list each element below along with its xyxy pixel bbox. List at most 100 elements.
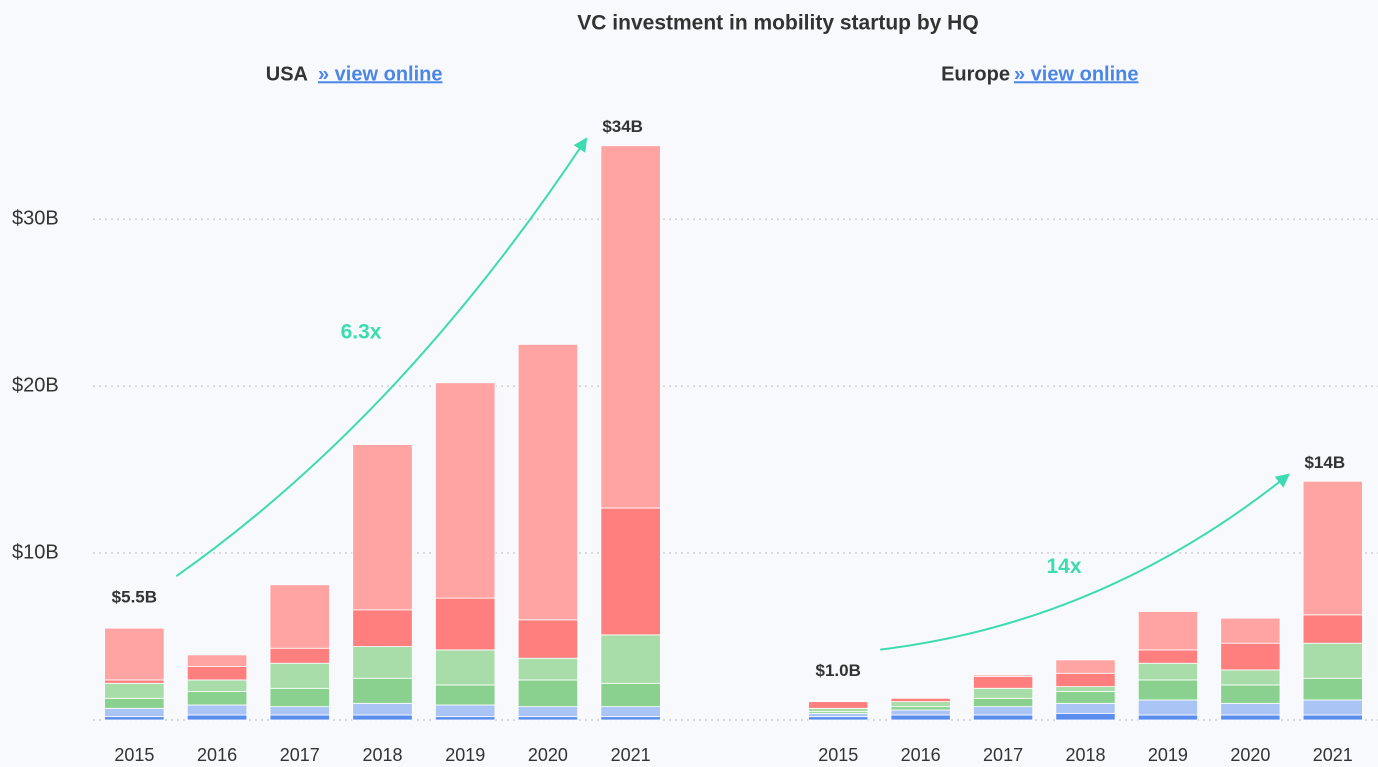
bar-segment <box>972 674 1034 677</box>
x-tick-label: 2021 <box>1313 745 1353 765</box>
bar-segment <box>352 702 413 716</box>
bar-segment <box>104 707 165 718</box>
bar-segment <box>517 679 579 708</box>
bar-segment <box>972 697 1034 708</box>
growth-label: 14x <box>1046 555 1081 578</box>
x-tick-label: 2015 <box>114 745 154 765</box>
bar-segment <box>269 662 330 689</box>
bar-segment <box>186 691 248 706</box>
bar-segment <box>186 704 248 716</box>
bar-segment <box>1137 679 1199 701</box>
bar-segment <box>1302 480 1363 616</box>
bar-segment <box>104 627 165 681</box>
x-tick-label: 2020 <box>1230 745 1270 765</box>
view-online-link[interactable]: » view online <box>1014 63 1138 85</box>
growth-arrow <box>175 137 588 577</box>
bar-segment <box>1302 714 1363 721</box>
bar-segment <box>517 619 579 659</box>
bar-segment <box>517 343 579 621</box>
view-online-link[interactable]: » view online <box>318 63 442 85</box>
bar-segment <box>104 716 165 721</box>
bar-segment <box>435 704 496 718</box>
bar-segment <box>104 679 165 684</box>
bar-segment <box>517 706 579 718</box>
bar-segment <box>517 657 579 681</box>
bar-segment <box>352 677 413 704</box>
x-tick-label: 2018 <box>362 745 402 765</box>
x-tick-label: 2017 <box>280 745 320 765</box>
bar-segment <box>269 687 330 708</box>
bar-segment <box>972 676 1034 689</box>
bar-segment <box>808 712 869 718</box>
growth-arrow <box>880 473 1290 651</box>
bar-segment <box>600 634 661 684</box>
bar-segment <box>104 697 165 709</box>
bar-segment <box>186 714 248 721</box>
x-tick-label: 2021 <box>611 745 651 765</box>
bar-segment <box>972 714 1034 721</box>
bar-segment <box>352 609 413 647</box>
bar-segment <box>1220 714 1281 721</box>
bar-segment <box>435 382 496 599</box>
bar-segment <box>890 701 951 708</box>
x-tick-label: 2015 <box>818 745 858 765</box>
bar-segment <box>890 709 951 716</box>
bar-segment <box>890 706 951 711</box>
x-tick-label: 2016 <box>901 745 941 765</box>
bar-segment <box>808 701 869 709</box>
end-total-label: $34B <box>602 117 643 136</box>
bar-segment <box>808 716 869 721</box>
bar-segment <box>1055 712 1116 721</box>
bar-segment <box>186 666 248 681</box>
bar-segment <box>600 682 661 708</box>
x-tick-label: 2016 <box>197 745 237 765</box>
y-tick-label: $10B <box>12 541 59 563</box>
start-total-label: $1.0B <box>816 661 861 680</box>
bar-segment <box>1137 714 1199 721</box>
bar-segment <box>1055 691 1116 704</box>
growth-label: 6.3x <box>341 320 382 343</box>
bar-segment <box>1220 669 1281 686</box>
bar-segment <box>808 707 869 713</box>
bar-segment <box>1055 702 1116 714</box>
bar-segment <box>1220 617 1281 644</box>
bar-segment <box>600 507 661 636</box>
subtitle: Europe <box>941 63 1010 85</box>
bar-segment <box>1220 702 1281 716</box>
x-tick-label: 2017 <box>983 745 1023 765</box>
bar-segment <box>890 714 951 721</box>
bar-segment <box>600 145 661 509</box>
bar-segment <box>1220 684 1281 704</box>
bar-segment <box>972 687 1034 699</box>
subtitle: USA <box>266 63 308 85</box>
bar-segment <box>269 584 330 649</box>
bar-segment <box>1137 699 1199 716</box>
bar-segment <box>1055 686 1116 693</box>
bar-segment <box>269 647 330 664</box>
bar-segment <box>1302 677 1363 701</box>
bar-segment <box>435 597 496 651</box>
y-tick-label: $20B <box>12 374 59 396</box>
bar-segment <box>1220 642 1281 671</box>
bar-segment <box>1055 659 1116 674</box>
bar-segment <box>890 697 951 703</box>
bar-segment <box>435 649 496 686</box>
bar-segment <box>972 706 1034 716</box>
bar-segment <box>1302 642 1363 679</box>
bar-segment <box>1137 649 1199 664</box>
bar-segment <box>1137 611 1199 651</box>
x-tick-label: 2018 <box>1065 745 1105 765</box>
bar-segment <box>600 706 661 718</box>
bar-segment <box>435 716 496 721</box>
bar-segment <box>600 716 661 721</box>
start-total-label: $5.5B <box>112 588 157 607</box>
chart-title: VC investment in mobility startup by HQ <box>577 12 978 35</box>
bar-segment <box>186 679 248 693</box>
bar-segment <box>1055 672 1116 688</box>
bar-segment <box>104 682 165 699</box>
bar-segment <box>352 714 413 721</box>
bar-segment <box>269 706 330 716</box>
end-total-label: $14B <box>1304 453 1345 472</box>
bar-segment <box>1302 699 1363 716</box>
